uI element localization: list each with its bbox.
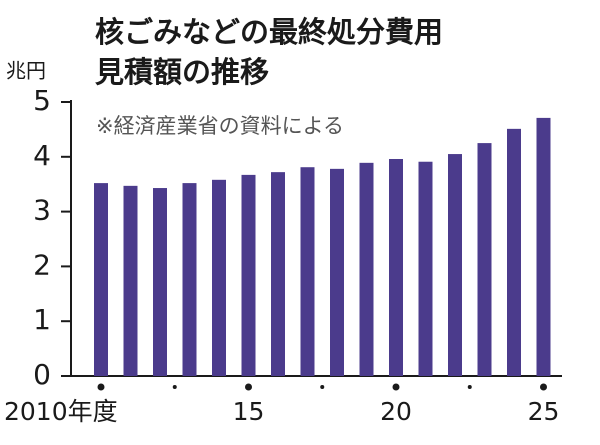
bar — [536, 117, 551, 376]
bar — [153, 188, 167, 376]
x-tick-label: 25 — [528, 397, 560, 426]
y-tick-label: 3 — [33, 194, 51, 227]
bar — [477, 143, 492, 376]
axis-dot — [467, 385, 472, 389]
x-tick-label: 20 — [380, 397, 412, 426]
y-tick-label: 4 — [33, 139, 51, 172]
axis-dot — [320, 385, 325, 389]
bar — [182, 183, 197, 376]
x-tick-label: 2010年度 — [4, 397, 118, 426]
chart-note: ※経済産業省の資料による — [96, 114, 344, 138]
axis-dot — [540, 383, 547, 391]
chart-title: 核ごみなどの最終処分費用 — [95, 15, 443, 49]
bar — [359, 162, 374, 376]
y-tick-label: 2 — [33, 248, 51, 281]
bar — [212, 179, 226, 376]
y-tick-label: 0 — [33, 358, 51, 391]
bar — [94, 183, 108, 376]
bar — [330, 168, 344, 376]
axis-dot — [245, 383, 252, 391]
bar — [241, 174, 256, 376]
axis-dot — [97, 383, 105, 391]
bar — [448, 154, 462, 376]
axis-dot — [172, 385, 177, 389]
y-axis-label: 兆円 — [6, 59, 46, 83]
axis-dot — [392, 383, 400, 391]
bar — [418, 161, 433, 376]
bar — [300, 167, 315, 376]
bar — [271, 172, 285, 376]
chart-title: 見積額の推移 — [95, 55, 269, 89]
bar — [389, 158, 403, 376]
bar — [123, 185, 138, 376]
y-tick-label: 5 — [33, 84, 51, 117]
bar — [507, 128, 521, 376]
y-tick-label: 1 — [33, 303, 51, 336]
x-tick-label: 15 — [233, 397, 265, 426]
